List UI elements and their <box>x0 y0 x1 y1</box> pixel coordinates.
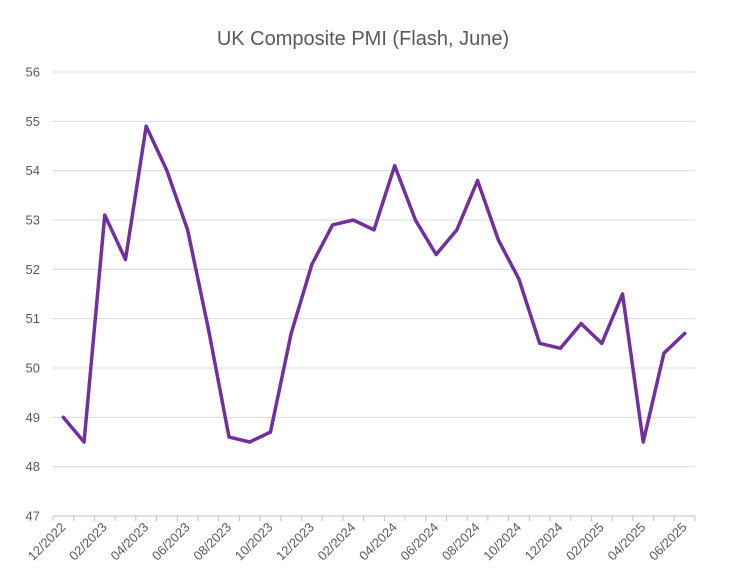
x-tick-label: 06/2025 <box>646 520 690 564</box>
data-point <box>310 262 314 266</box>
data-point <box>434 252 438 257</box>
x-tick-label: 10/2023 <box>232 520 276 564</box>
y-tick-label: 48 <box>26 459 40 474</box>
data-point <box>82 440 86 444</box>
data-point <box>351 218 355 222</box>
x-tick-label: 02/2025 <box>563 520 607 564</box>
data-point <box>248 440 252 444</box>
gridlines <box>53 71 695 468</box>
y-tick-label: 53 <box>26 213 40 228</box>
data-point <box>227 435 231 439</box>
x-tick-label: 04/2023 <box>107 520 151 564</box>
data-point <box>538 341 542 345</box>
y-tick-label: 54 <box>26 163 40 178</box>
data-point <box>393 164 397 168</box>
data-point <box>662 351 666 355</box>
x-tick-label: 12/2023 <box>273 520 317 564</box>
series-line <box>61 124 687 444</box>
data-point <box>579 322 583 326</box>
data-point <box>61 415 65 419</box>
data-point <box>372 228 376 232</box>
y-tick-label: 55 <box>26 114 40 129</box>
data-point <box>683 331 687 336</box>
y-tick-label: 52 <box>26 262 40 277</box>
data-point <box>165 169 169 173</box>
data-point <box>496 238 500 242</box>
data-point <box>206 326 210 331</box>
y-tick-label: 51 <box>26 311 40 326</box>
data-point <box>268 430 273 434</box>
y-tick-label: 56 <box>26 65 40 80</box>
chart-title: UK Composite PMI (Flash, June) <box>217 28 509 50</box>
x-tick-label: 10/2024 <box>480 520 524 564</box>
data-point <box>558 346 562 350</box>
x-tick-label: 06/2024 <box>397 520 441 564</box>
x-tick-label: 02/2024 <box>315 520 359 564</box>
data-point <box>413 218 418 222</box>
x-tick-label: 12/2024 <box>522 520 566 564</box>
x-tick-label: 04/2025 <box>605 520 649 564</box>
data-point <box>455 228 459 232</box>
x-tick-label: 02/2023 <box>66 520 110 564</box>
y-tick-label: 49 <box>26 410 40 425</box>
data-point <box>517 277 521 281</box>
data-point <box>144 124 148 128</box>
data-point <box>289 331 293 336</box>
data-point <box>123 257 128 262</box>
y-tick-label: 50 <box>26 361 40 376</box>
data-point <box>475 178 480 183</box>
y-tick-label: 47 <box>26 509 40 524</box>
x-tick-label: 04/2024 <box>356 520 400 564</box>
x-axis: 12/202202/202304/202306/202308/202310/20… <box>25 515 696 564</box>
y-axis-tick-labels: 47 48 49 50 51 52 53 54 55 56 <box>26 65 40 524</box>
data-point <box>620 292 625 296</box>
x-tick-label: 08/2024 <box>439 520 483 564</box>
data-point <box>641 440 645 444</box>
data-point <box>103 213 107 217</box>
x-tick-label: 08/2023 <box>190 520 234 564</box>
data-point <box>186 228 190 232</box>
data-point <box>600 341 604 345</box>
x-tick-label: 06/2023 <box>149 520 193 564</box>
data-point <box>330 223 335 227</box>
x-tick-label: 12/2022 <box>25 520 69 564</box>
series-layer <box>61 124 687 444</box>
